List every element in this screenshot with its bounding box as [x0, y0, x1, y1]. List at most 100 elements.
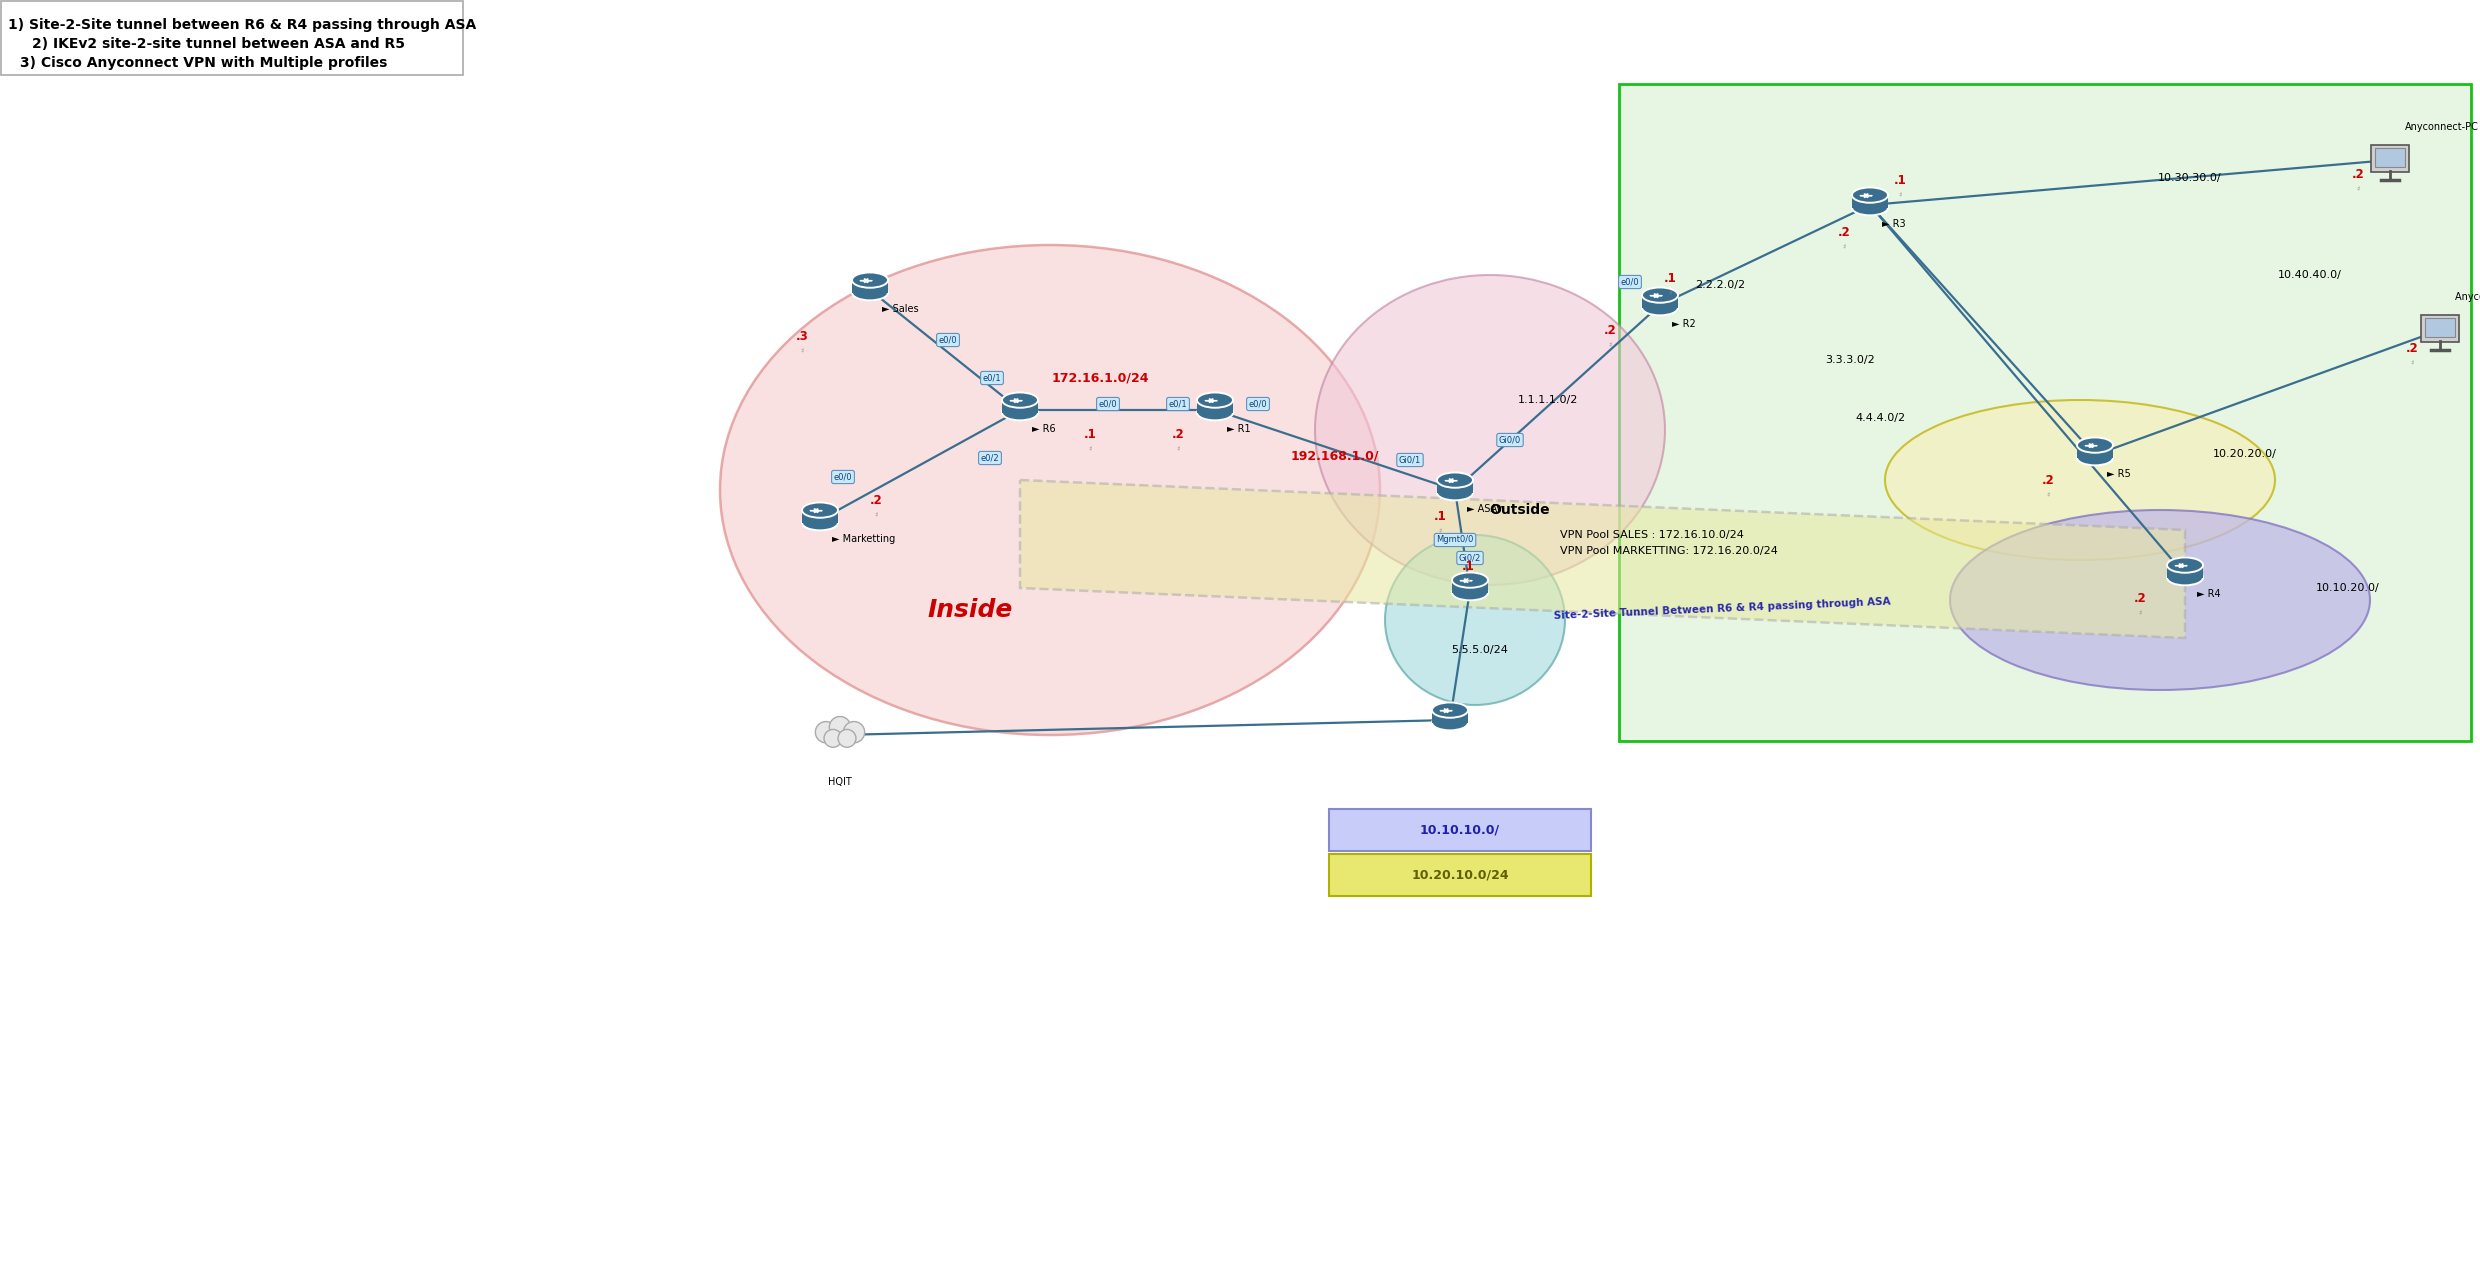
FancyBboxPatch shape — [2371, 145, 2408, 171]
Text: ♯: ♯ — [1089, 445, 1091, 452]
Text: 10.10.20.0/: 10.10.20.0/ — [2316, 582, 2381, 593]
Text: 1.1.1.1.0/2: 1.1.1.1.0/2 — [1518, 395, 1577, 405]
Text: ► ASAv: ► ASAv — [1468, 504, 1503, 514]
Circle shape — [816, 722, 836, 742]
Text: .1: .1 — [1895, 174, 1907, 187]
FancyArrow shape — [2086, 444, 2093, 448]
Text: ► R3: ► R3 — [1882, 220, 1905, 228]
Ellipse shape — [801, 503, 838, 518]
Text: 10.10.10.0/: 10.10.10.0/ — [1421, 824, 1500, 836]
Text: ► R1: ► R1 — [1228, 424, 1250, 434]
Circle shape — [828, 717, 851, 737]
Text: ♯: ♯ — [1897, 192, 1902, 198]
Text: 5.5.5.0/24: 5.5.5.0/24 — [1451, 645, 1508, 655]
Text: 2) IKEv2 site-2-site tunnel between ASA and R5: 2) IKEv2 site-2-site tunnel between ASA … — [32, 37, 404, 51]
Polygon shape — [1198, 400, 1233, 412]
Text: .2: .2 — [2351, 168, 2363, 180]
Circle shape — [823, 730, 843, 747]
Text: e0/0: e0/0 — [1250, 400, 1267, 409]
Text: e0/0: e0/0 — [940, 335, 957, 344]
Text: .1: .1 — [1433, 509, 1446, 523]
FancyArrow shape — [1446, 478, 1453, 482]
Text: ► Marketting: ► Marketting — [831, 534, 895, 544]
Text: ► R6: ► R6 — [1032, 424, 1056, 434]
Text: ♯: ♯ — [2356, 187, 2358, 192]
Text: 10.40.40.0/: 10.40.40.0/ — [2279, 270, 2341, 280]
FancyArrow shape — [1865, 194, 1872, 198]
Text: .2: .2 — [1171, 428, 1185, 440]
Text: VPN Pool SALES : 172.16.10.0/24
VPN Pool MARKETTING: 172.16.20.0/24: VPN Pool SALES : 172.16.10.0/24 VPN Pool… — [1560, 530, 1778, 556]
FancyArrow shape — [1451, 478, 1458, 482]
Text: 10.20.20.0/: 10.20.20.0/ — [2212, 449, 2277, 459]
Ellipse shape — [1642, 288, 1679, 303]
Ellipse shape — [1436, 485, 1473, 500]
FancyArrow shape — [1210, 398, 1218, 402]
FancyArrow shape — [866, 279, 873, 283]
Polygon shape — [1019, 480, 2185, 638]
Ellipse shape — [853, 286, 888, 301]
Text: 192.168.1.0/: 192.168.1.0/ — [1290, 449, 1379, 462]
Text: e0/2: e0/2 — [980, 453, 999, 462]
Text: .2: .2 — [2406, 341, 2418, 354]
Ellipse shape — [2168, 557, 2202, 572]
Polygon shape — [1451, 580, 1488, 593]
FancyBboxPatch shape — [1619, 84, 2470, 741]
Circle shape — [843, 722, 866, 742]
Text: ► R2: ► R2 — [1672, 319, 1696, 329]
Text: e0/0: e0/0 — [1622, 278, 1639, 287]
Text: .2: .2 — [870, 494, 883, 506]
Text: 2.2.2.0/2: 2.2.2.0/2 — [1694, 280, 1746, 291]
Text: ♯: ♯ — [1438, 528, 1441, 534]
Text: .2: .2 — [1838, 226, 1850, 239]
FancyArrow shape — [1014, 398, 1022, 402]
FancyArrow shape — [1443, 708, 1453, 713]
Text: 10.30.30.0/: 10.30.30.0/ — [2158, 173, 2222, 183]
Polygon shape — [1642, 296, 1679, 307]
Text: Anyconnect PC2: Anyconnect PC2 — [2455, 292, 2480, 302]
FancyBboxPatch shape — [0, 1, 464, 75]
Text: Gi0/1: Gi0/1 — [1399, 456, 1421, 464]
Ellipse shape — [2078, 438, 2113, 453]
Text: e0/0: e0/0 — [1099, 400, 1118, 409]
Text: .2: .2 — [2041, 473, 2053, 486]
Ellipse shape — [719, 245, 1379, 735]
FancyArrow shape — [1205, 398, 1213, 402]
FancyArrow shape — [861, 279, 868, 283]
Text: Outside: Outside — [1490, 503, 1550, 516]
Ellipse shape — [1436, 472, 1473, 487]
Ellipse shape — [1384, 536, 1565, 706]
FancyArrow shape — [1466, 579, 1473, 582]
Text: .3: .3 — [796, 330, 808, 343]
Ellipse shape — [1002, 392, 1039, 407]
FancyArrow shape — [1649, 293, 1657, 298]
FancyBboxPatch shape — [2420, 315, 2460, 341]
Polygon shape — [1853, 195, 1887, 208]
Text: Mgmt0/0: Mgmt0/0 — [1436, 536, 1473, 544]
Ellipse shape — [1451, 572, 1488, 588]
Polygon shape — [1436, 480, 1473, 492]
Text: Gi0/0: Gi0/0 — [1498, 435, 1520, 444]
Polygon shape — [2078, 445, 2113, 458]
Ellipse shape — [2078, 450, 2113, 466]
FancyArrow shape — [813, 509, 823, 513]
Ellipse shape — [1642, 299, 1679, 316]
Text: ♯: ♯ — [1843, 244, 1845, 250]
Text: .2: .2 — [2133, 591, 2145, 604]
Text: e0/0: e0/0 — [833, 472, 853, 481]
FancyArrow shape — [811, 509, 818, 513]
Text: 10.20.10.0/24: 10.20.10.0/24 — [1411, 868, 1508, 882]
Ellipse shape — [801, 515, 838, 530]
Text: ♯: ♯ — [1176, 445, 1180, 452]
Text: 4.4.4.0/2: 4.4.4.0/2 — [1855, 412, 1905, 423]
Text: HQIT: HQIT — [828, 777, 851, 787]
Text: 1) Site-2-Site tunnel between R6 & R4 passing through ASA: 1) Site-2-Site tunnel between R6 & R4 pa… — [7, 18, 476, 32]
Polygon shape — [853, 280, 888, 293]
Ellipse shape — [1949, 510, 2371, 690]
Ellipse shape — [1198, 392, 1233, 407]
FancyArrow shape — [1009, 398, 1017, 402]
Text: ♯: ♯ — [1610, 343, 1612, 348]
Polygon shape — [2168, 565, 2202, 577]
FancyArrow shape — [1654, 293, 1662, 298]
Text: 172.16.1.0/24: 172.16.1.0/24 — [1052, 372, 1148, 385]
Ellipse shape — [1853, 188, 1887, 203]
